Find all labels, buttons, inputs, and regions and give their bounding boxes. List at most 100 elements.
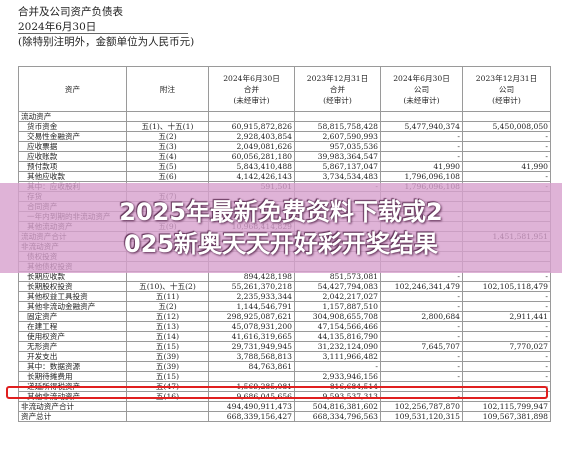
row-label: 非流动资产合计 xyxy=(18,401,127,412)
note-cell: 五(3) xyxy=(126,141,209,152)
amount-cell: - xyxy=(294,361,381,372)
table-row: 其他权益工具投资 五(11) 2,235,933,344 2,042,217,027-… xyxy=(18,291,551,302)
amount-cell: 5,867,137,047 xyxy=(294,161,381,172)
row-label: 使用权资产 xyxy=(18,331,127,342)
watermark-line-1: 2025年最新免费资料下载或2 xyxy=(119,198,443,226)
amount-cell: 45,078,931,200 xyxy=(208,321,295,332)
amount-cell: 504,816,381,602 xyxy=(294,401,381,412)
amount-cell xyxy=(208,111,295,122)
amount-cell: 102,246,341,479 xyxy=(380,281,463,292)
column-header: 资产 xyxy=(18,66,127,112)
watermark-line-2: 025新奥天天开好彩开奖结果 xyxy=(123,230,439,258)
amount-cell: 894,428,198 xyxy=(208,271,295,282)
column-header: 2024年6月30日 公司 (未经审计) xyxy=(380,66,463,112)
table-row: 在建工程 五(13) 45,078,931,200 47,154,566,466- - xyxy=(18,321,551,332)
table-row: 应收票据 五(3) 2,049,081,626 957,035,536- - xyxy=(18,141,551,152)
amount-cell: - xyxy=(462,321,551,332)
table-row: 其他应收款 五(6) 4,142,426,143 3,734,534,483 1,796… xyxy=(18,171,551,182)
amount-cell: - xyxy=(462,371,551,382)
note-cell xyxy=(126,271,209,282)
table-row: 固定资产 五(12) 298,925,087,621 304,908,655,708 2… xyxy=(18,311,551,322)
note-cell xyxy=(126,401,209,412)
amount-cell: 5,450,008,050 xyxy=(462,121,551,132)
amount-cell: 2,042,217,027 xyxy=(294,291,381,302)
amount-cell: - xyxy=(380,271,463,282)
note-cell: 五(39) xyxy=(126,351,209,362)
amount-cell: 102,105,118,479 xyxy=(462,281,551,292)
note-cell: 五(15) xyxy=(126,371,209,382)
amount-cell: 3,788,568,813 xyxy=(208,351,295,362)
row-label: 在建工程 xyxy=(18,321,127,332)
amount-cell: 7,770,027 xyxy=(462,341,551,352)
note-cell: 五(2) xyxy=(126,131,209,142)
amount-cell: - xyxy=(462,351,551,362)
table-row: 货币资金 五(1)、十五(1) 60,915,872,826 58,815,758,4… xyxy=(18,121,551,132)
amount-cell: 84,763,861 xyxy=(208,361,295,372)
amount-cell: 957,035,536 xyxy=(294,141,381,152)
amount-cell: 1,796,096,108 xyxy=(380,171,463,182)
amount-cell: - xyxy=(380,131,463,142)
table-row: 资产总计 668,339,156,427 668,334,796,563 109,53… xyxy=(18,411,551,422)
watermark-text: 2025年最新免费资料下载或2 025新奥天天开好彩开奖结果 xyxy=(0,196,562,260)
amount-cell: 851,573,081 xyxy=(294,271,381,282)
row-label: 应收账款 xyxy=(18,151,127,162)
amount-cell: - xyxy=(462,361,551,372)
table-row: 长期应收款 894,428,198 851,573,081- - xyxy=(18,271,551,282)
amount-cell: - xyxy=(380,321,463,332)
amount-cell: 60,056,281,180 xyxy=(208,151,295,162)
amount-cell: 7,645,707 xyxy=(380,341,463,352)
amount-cell: 41,990 xyxy=(462,161,551,172)
amount-cell xyxy=(380,111,463,122)
note-cell: 五(39) xyxy=(126,361,209,372)
row-label: 长期应收款 xyxy=(18,271,127,282)
note-cell: 五(14) xyxy=(126,331,209,342)
amount-cell: 494,490,911,473 xyxy=(208,401,295,412)
title-underline xyxy=(18,33,188,34)
amount-cell: - xyxy=(380,291,463,302)
highlight-box-data-resources xyxy=(6,386,548,399)
table-row: 开发支出 五(39) 3,788,568,813 3,111,966,482- - xyxy=(18,351,551,362)
amount-cell: 668,339,156,427 xyxy=(208,411,295,422)
table-row: 非流动资产合计 494,490,911,473 504,816,381,602 102… xyxy=(18,401,551,412)
note-cell: 五(13) xyxy=(126,321,209,332)
amount-cell: - xyxy=(462,271,551,282)
amount-cell: 3,734,534,483 xyxy=(294,171,381,182)
table-row: 应收账款 五(4) 60,056,281,180 39,983,364,547- - xyxy=(18,151,551,162)
row-label: 货币资金 xyxy=(18,121,127,132)
amount-cell: - xyxy=(462,331,551,342)
amount-cell: 1,144,546,791 xyxy=(208,301,295,312)
amount-cell: 29,731,949,945 xyxy=(208,341,295,352)
amount-cell: 109,531,120,315 xyxy=(380,411,463,422)
amount-cell xyxy=(294,111,381,122)
table-row: 其中：数据资源 五(39) 84,763,861- - - xyxy=(18,361,551,372)
note-cell: 五(12) xyxy=(126,311,209,322)
note-cell: 五(1)、十五(1) xyxy=(126,121,209,132)
amount-cell: 2,800,684 xyxy=(380,311,463,322)
note-cell: 五(6) xyxy=(126,171,209,182)
amount-cell: - xyxy=(462,131,551,142)
row-label: 应收票据 xyxy=(18,141,127,152)
row-label: 交易性金融资产 xyxy=(18,131,127,142)
row-label: 开发支出 xyxy=(18,351,127,362)
amount-cell: 31,232,124,090 xyxy=(294,341,381,352)
row-label: 流动资产 xyxy=(18,111,127,122)
amount-cell: 102,256,787,870 xyxy=(380,401,463,412)
table-row: 交易性金融资产 五(2) 2,928,403,854 2,607,590,993- - xyxy=(18,131,551,142)
column-header: 附注 xyxy=(126,66,209,112)
row-label: 预付款项 xyxy=(18,161,127,172)
amount-cell: 44,135,816,790 xyxy=(294,331,381,342)
column-header: 2023年12月31日 公司 (经审计) xyxy=(462,66,551,112)
amount-cell: 60,915,872,826 xyxy=(208,121,295,132)
amount-cell xyxy=(462,111,551,122)
amount-cell: 304,908,655,708 xyxy=(294,311,381,322)
row-label: 其他非流动金融资产 xyxy=(18,301,127,312)
table-row: 其他非流动金融资产 五(2) 1,144,546,791 1,157,887,510-… xyxy=(18,301,551,312)
table-row: 无形资产 五(15) 29,731,949,945 31,232,124,090 7,6… xyxy=(18,341,551,352)
amount-cell: 58,815,758,428 xyxy=(294,121,381,132)
note-cell: 五(4) xyxy=(126,151,209,162)
amount-cell: 5,477,940,374 xyxy=(380,121,463,132)
amount-cell: - xyxy=(380,371,463,382)
amount-cell: 298,925,087,621 xyxy=(208,311,295,322)
note-cell xyxy=(126,411,209,422)
amount-cell: - xyxy=(462,141,551,152)
